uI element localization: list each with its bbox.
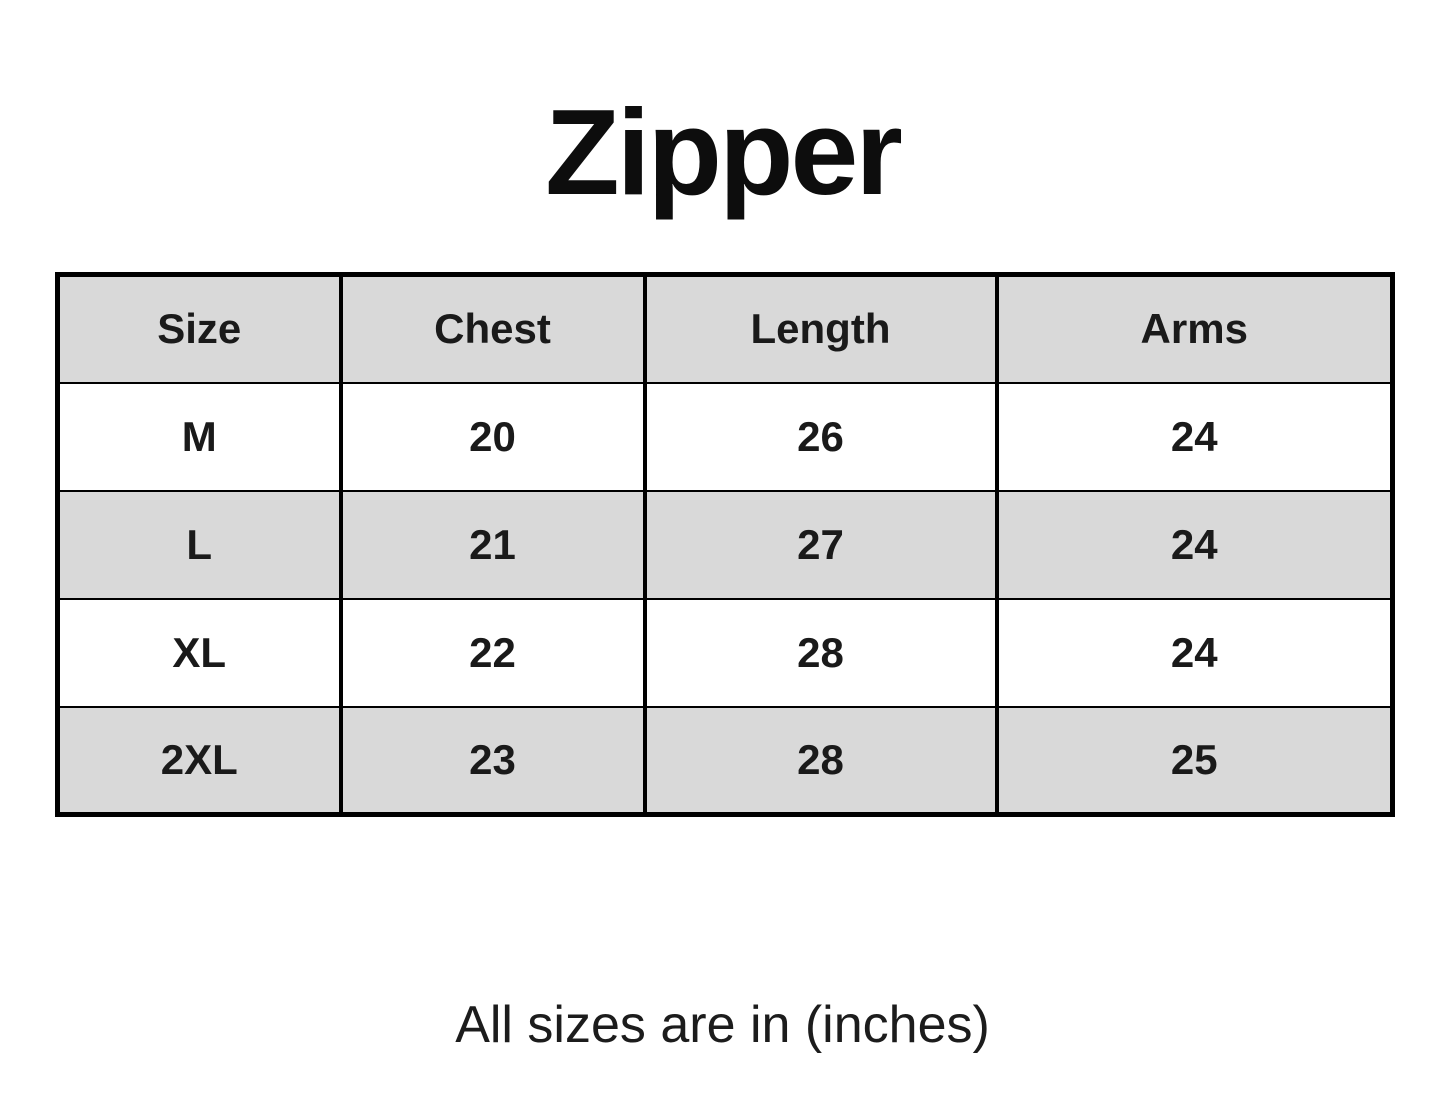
length-cell: 28 [642, 597, 999, 708]
table-row: M 20 26 24 [55, 381, 1395, 492]
column-header-chest: Chest [338, 273, 647, 384]
column-header-arms: Arms [994, 273, 1395, 384]
arms-cell: 24 [994, 381, 1395, 492]
table-row: L 21 27 24 [55, 489, 1395, 600]
size-cell: XL [55, 597, 343, 708]
table-row: XL 22 28 24 [55, 597, 1395, 708]
arms-cell: 24 [994, 597, 1395, 708]
chest-cell: 21 [338, 489, 647, 600]
chest-cell: 20 [338, 381, 647, 492]
chest-cell: 22 [338, 597, 647, 708]
column-header-size: Size [55, 273, 343, 384]
arms-cell: 25 [994, 705, 1395, 816]
units-footnote: All sizes are in (inches) [455, 996, 990, 1054]
table-row: 2XL 23 28 25 [55, 705, 1395, 816]
length-cell: 27 [642, 489, 999, 600]
size-cell: 2XL [55, 705, 343, 816]
size-chart-table: Size Chest Length Arms M 20 26 24 L 21 2… [55, 272, 1395, 817]
arms-cell: 24 [994, 489, 1395, 600]
chest-cell: 23 [338, 705, 647, 816]
column-header-length: Length [642, 273, 999, 384]
length-cell: 28 [642, 705, 999, 816]
header-row: Size Chest Length Arms [55, 273, 1395, 384]
length-cell: 26 [642, 381, 999, 492]
page-title: Zipper [545, 84, 903, 220]
size-cell: M [55, 381, 343, 492]
size-cell: L [55, 489, 343, 600]
